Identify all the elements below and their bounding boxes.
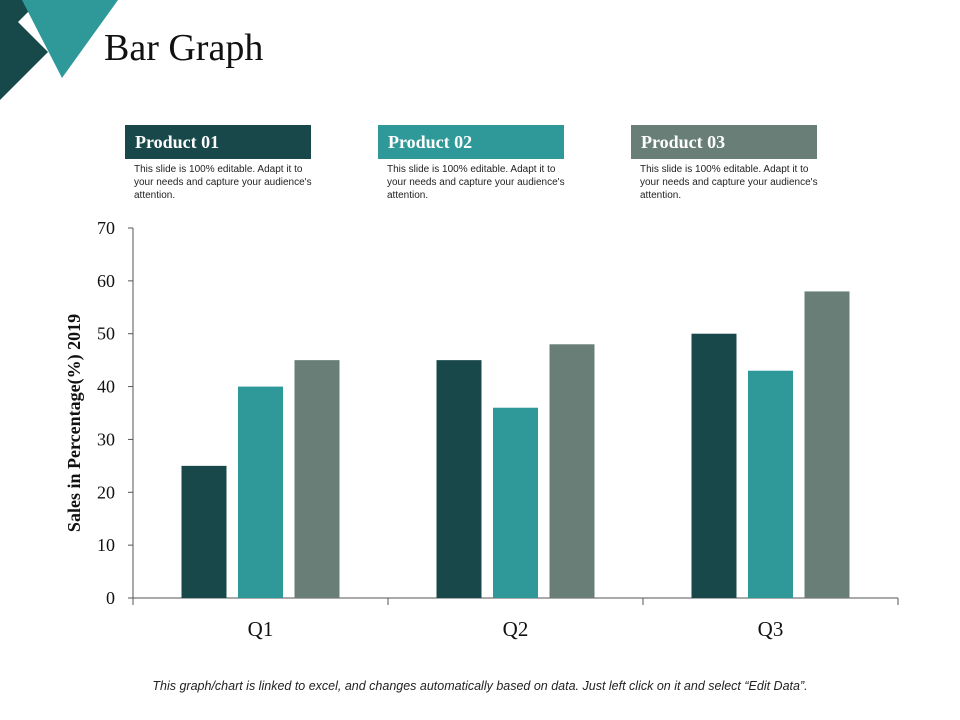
- page-title: Bar Graph: [104, 27, 264, 69]
- legend-product-01: Product 01 This slide is 100% editable. …: [125, 125, 325, 202]
- x-tick-label: Q1: [248, 617, 274, 641]
- bar-product-01-q1[interactable]: [181, 465, 227, 598]
- bar-product-02-q2[interactable]: [493, 407, 538, 598]
- footnote: This graph/chart is linked to excel, and…: [152, 679, 808, 693]
- legend-label-product-01: Product 01: [125, 125, 311, 159]
- y-tick-label: 70: [97, 218, 115, 238]
- y-tick-label: 20: [97, 482, 115, 502]
- legend-label-product-02: Product 02: [378, 125, 564, 159]
- bar-product-01-q3[interactable]: [691, 333, 737, 598]
- bar-product-02-q3[interactable]: [748, 370, 793, 598]
- y-tick-label: 0: [106, 588, 115, 608]
- y-axis-title: Sales in Percentage(%) 2019: [64, 314, 85, 532]
- bar-product-01-q2[interactable]: [436, 360, 482, 598]
- y-tick-label: 60: [97, 271, 115, 291]
- bar-product-03-q3[interactable]: [804, 291, 850, 598]
- y-tick-label: 10: [97, 535, 115, 555]
- x-tick-label: Q3: [758, 617, 784, 641]
- corner-teal-triangle: [22, 0, 118, 78]
- legend-desc-product-01: This slide is 100% editable. Adapt it to…: [134, 164, 312, 201]
- y-tick-label: 50: [97, 324, 115, 344]
- legend-product-03: Product 03 This slide is 100% editable. …: [631, 125, 831, 202]
- bar-product-03-q2[interactable]: [549, 344, 595, 598]
- y-tick-label: 30: [97, 429, 115, 449]
- legend-product-02: Product 02 This slide is 100% editable. …: [378, 125, 578, 202]
- legend-desc-product-02: This slide is 100% editable. Adapt it to…: [387, 164, 565, 201]
- corner-decoration: [0, 0, 118, 100]
- x-tick-label: Q2: [503, 617, 529, 641]
- bar-product-02-q1[interactable]: [238, 386, 283, 598]
- legend-desc-product-03: This slide is 100% editable. Adapt it to…: [640, 164, 818, 201]
- y-tick-label: 40: [97, 377, 115, 397]
- legend-label-product-03: Product 03: [631, 125, 817, 159]
- bar-product-03-q1[interactable]: [294, 360, 340, 598]
